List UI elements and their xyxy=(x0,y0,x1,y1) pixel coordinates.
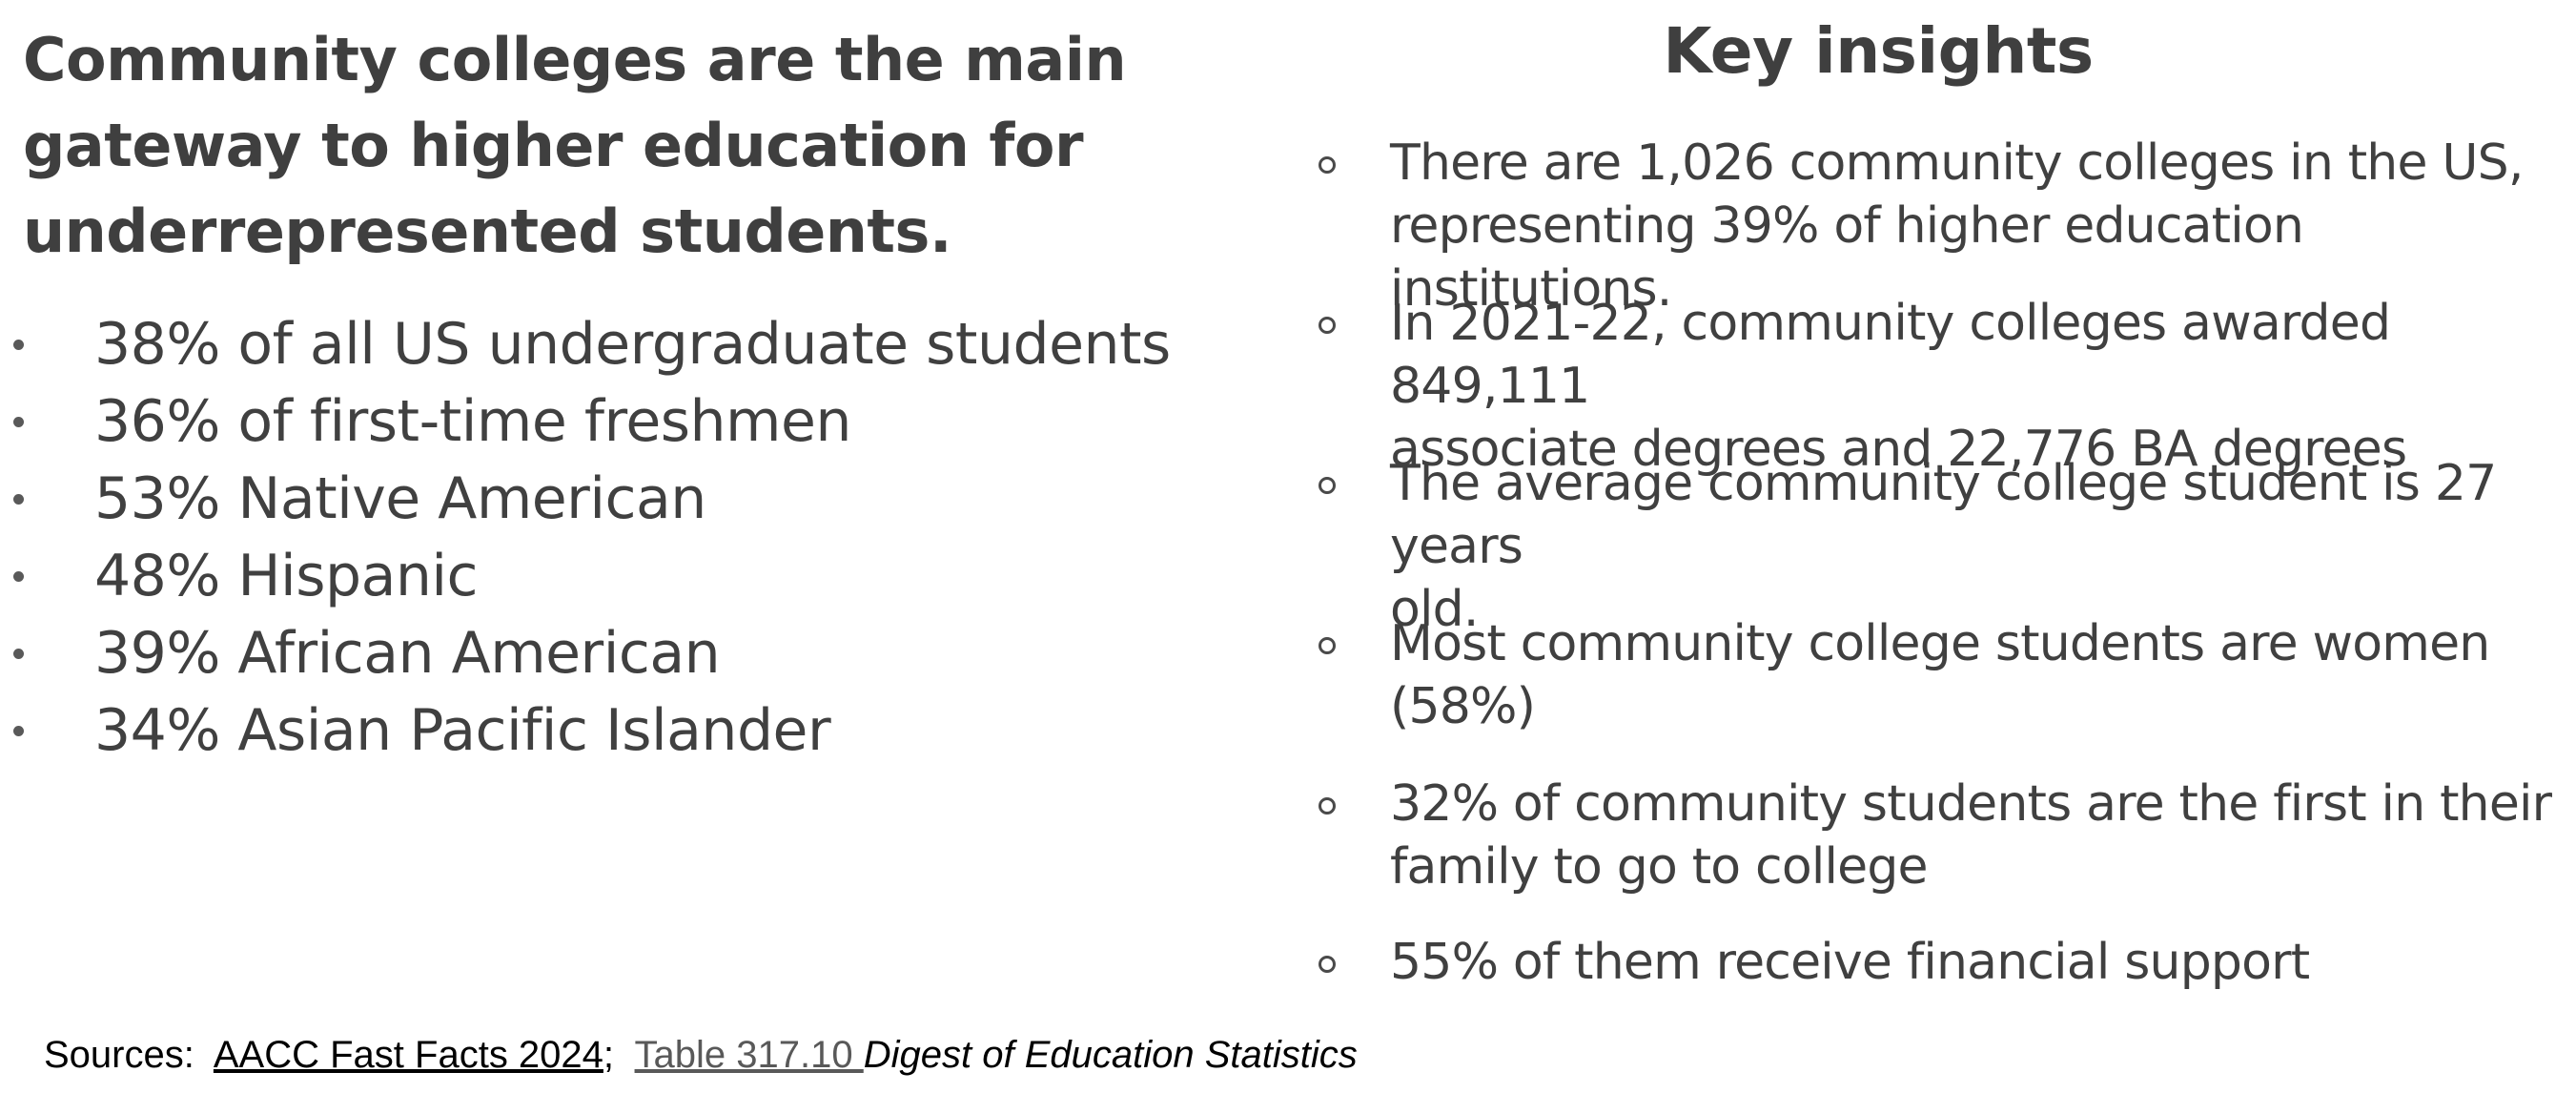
sources-label: Sources: xyxy=(44,1034,214,1076)
insight-text: There are 1,026 community colleges in th… xyxy=(1390,134,2524,318)
list-item: 48% Hispanic xyxy=(0,537,1258,614)
sources-separator: ; xyxy=(603,1034,635,1076)
insight-text: Most community college students are wome… xyxy=(1390,615,2490,735)
bullet-dot-icon xyxy=(13,339,24,350)
stat-text: 38% of all US undergraduate students xyxy=(94,310,1171,378)
bullet-dot-icon xyxy=(13,493,24,505)
insight-text: 55% of them receive financial support xyxy=(1390,934,2310,991)
stat-text: 53% Native American xyxy=(94,464,706,532)
hollow-circle-bullet-icon xyxy=(1319,156,1336,174)
insight-text: 32% of community students are the first … xyxy=(1390,775,2552,896)
aacc-fast-facts-link[interactable]: AACC Fast Facts 2024 xyxy=(213,1034,603,1076)
list-item: 36% of first-time freshmen xyxy=(0,382,1258,460)
bullet-dot-icon xyxy=(13,725,24,736)
insight-text: The average community college student is… xyxy=(1390,455,2497,638)
table-317-10-link[interactable]: Table 317.10 xyxy=(634,1034,864,1076)
list-item: 53% Native American xyxy=(0,460,1258,537)
bullet-dot-icon xyxy=(13,570,24,582)
main-heading: Community colleges are the main gateway … xyxy=(23,25,1127,266)
hollow-circle-bullet-icon xyxy=(1319,956,1336,973)
bullet-dot-icon xyxy=(13,648,24,659)
hollow-circle-bullet-icon xyxy=(1319,477,1336,494)
sources-footer: Sources: AACC Fast Facts 2024; Table 317… xyxy=(44,1028,1358,1082)
digest-title: Digest of Education Statistics xyxy=(863,1034,1358,1076)
stat-text: 34% Asian Pacific Islander xyxy=(94,696,831,764)
stat-text: 39% African American xyxy=(94,619,721,687)
list-item: 38% of all US undergraduate students xyxy=(0,305,1258,382)
stat-text: 36% of first-time freshmen xyxy=(94,387,851,455)
hollow-circle-bullet-icon xyxy=(1319,637,1336,654)
hollow-circle-bullet-icon xyxy=(1319,797,1336,815)
key-insights-heading: Key insights xyxy=(1663,14,2094,88)
bullet-dot-icon xyxy=(13,416,24,427)
list-item: 39% African American xyxy=(0,614,1258,691)
insight-text: In 2021-22, community colleges awarded 8… xyxy=(1390,295,2407,478)
list-item: 34% Asian Pacific Islander xyxy=(0,691,1258,769)
enrollment-stats-list: 38% of all US undergraduate students 36%… xyxy=(0,305,1258,769)
stat-text: 48% Hispanic xyxy=(94,542,479,609)
hollow-circle-bullet-icon xyxy=(1319,317,1336,334)
